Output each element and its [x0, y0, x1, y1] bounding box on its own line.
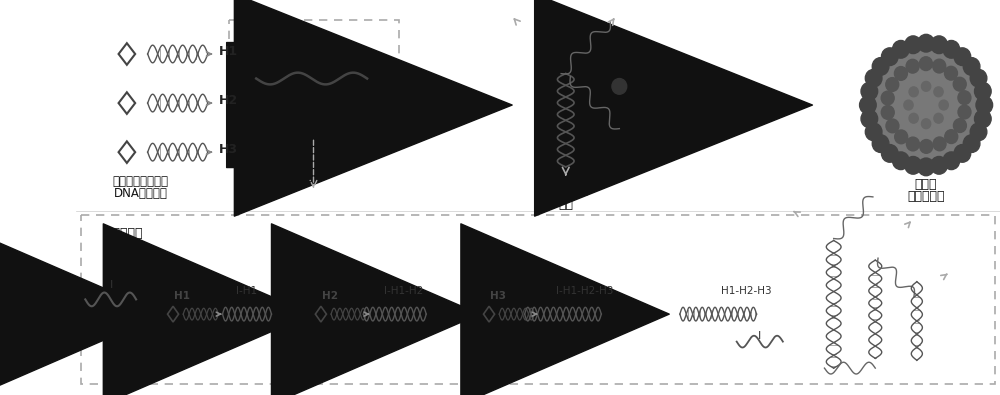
Text: H1-H2-H3: H1-H2-H3: [721, 286, 771, 295]
Circle shape: [918, 34, 934, 52]
Circle shape: [895, 130, 908, 144]
Text: H3: H3: [219, 143, 238, 156]
Circle shape: [963, 58, 980, 75]
Circle shape: [865, 123, 882, 141]
Circle shape: [872, 58, 889, 75]
Text: I-H1-H2: I-H1-H2: [384, 286, 424, 295]
Circle shape: [886, 78, 899, 91]
Circle shape: [863, 38, 989, 172]
Text: DNA链置换反应: DNA链置换反应: [279, 105, 348, 118]
Circle shape: [881, 91, 894, 105]
Circle shape: [861, 83, 878, 100]
Text: I-H1: I-H1: [236, 286, 258, 295]
Circle shape: [893, 40, 909, 58]
Text: 特异性单链DNA: 特异性单链DNA: [279, 45, 348, 58]
Text: I: I: [758, 331, 761, 341]
Circle shape: [920, 139, 933, 153]
Text: 量子点-亲和素: 量子点-亲和素: [629, 62, 678, 75]
Circle shape: [904, 100, 913, 110]
Bar: [229, 20, 399, 137]
Circle shape: [963, 135, 980, 152]
Circle shape: [945, 66, 957, 80]
Circle shape: [921, 119, 931, 129]
Circle shape: [881, 105, 894, 119]
Circle shape: [905, 156, 921, 174]
Circle shape: [939, 100, 948, 110]
Circle shape: [612, 79, 627, 94]
Text: 自组装: 自组装: [700, 113, 722, 126]
Text: I: I: [110, 280, 113, 290]
Circle shape: [905, 36, 921, 54]
Circle shape: [865, 70, 882, 87]
Text: Y-型DNA: Y-型DNA: [543, 186, 589, 199]
Text: H1: H1: [174, 292, 190, 301]
Text: DNA发夹探针: DNA发夹探针: [114, 187, 168, 200]
Circle shape: [954, 145, 971, 162]
Circle shape: [861, 110, 878, 128]
Circle shape: [918, 158, 934, 176]
Circle shape: [906, 137, 919, 151]
Circle shape: [975, 83, 991, 100]
Text: 纳米球探针: 纳米球探针: [907, 190, 945, 203]
Circle shape: [953, 77, 966, 91]
Circle shape: [919, 57, 932, 71]
Circle shape: [954, 48, 971, 66]
Circle shape: [958, 91, 971, 105]
Circle shape: [933, 137, 946, 151]
Text: I-H1-H2-H3: I-H1-H2-H3: [556, 286, 613, 295]
Circle shape: [893, 152, 909, 169]
Bar: [81, 215, 995, 384]
Text: 脱硫生物素标记的: 脱硫生物素标记的: [113, 175, 169, 188]
Circle shape: [909, 87, 918, 97]
Circle shape: [934, 87, 943, 97]
Text: H2: H2: [322, 292, 338, 301]
Circle shape: [921, 81, 931, 91]
Text: H1: H1: [219, 45, 238, 58]
Circle shape: [931, 36, 947, 54]
Circle shape: [931, 156, 947, 174]
Circle shape: [970, 123, 987, 141]
Circle shape: [953, 118, 966, 132]
Circle shape: [943, 40, 960, 58]
Text: 特异型单链: 特异型单链: [106, 227, 143, 240]
Circle shape: [881, 48, 898, 66]
Circle shape: [872, 135, 889, 152]
Circle shape: [894, 67, 907, 80]
Text: 结构: 结构: [558, 198, 573, 211]
Circle shape: [909, 113, 918, 123]
Circle shape: [869, 44, 983, 166]
Circle shape: [958, 105, 971, 119]
Circle shape: [945, 130, 958, 143]
Circle shape: [976, 96, 993, 114]
Circle shape: [886, 119, 899, 133]
Circle shape: [975, 110, 991, 128]
Text: H2: H2: [219, 94, 238, 107]
Text: H3: H3: [490, 292, 506, 301]
Circle shape: [943, 152, 960, 169]
Text: 量子点: 量子点: [915, 178, 937, 191]
Circle shape: [970, 70, 987, 87]
Circle shape: [881, 145, 898, 162]
Circle shape: [860, 96, 876, 114]
Circle shape: [934, 113, 943, 123]
Circle shape: [906, 59, 919, 73]
Circle shape: [933, 59, 946, 73]
